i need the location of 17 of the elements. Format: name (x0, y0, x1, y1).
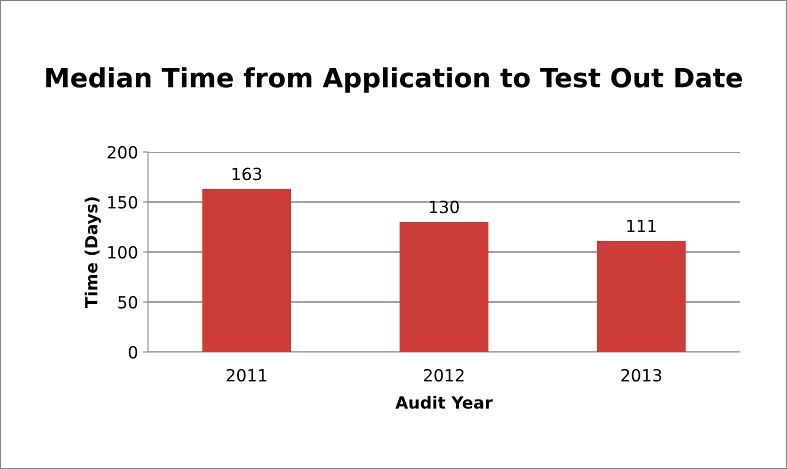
data-label: 111 (627, 220, 656, 232)
x-tick-label: 2011 (226, 368, 266, 382)
bar (202, 189, 292, 352)
y-tick-label: 0 (128, 346, 138, 359)
y-tick-label: 50 (118, 296, 138, 309)
bar (596, 241, 686, 352)
x-tick-label: 2013 (621, 368, 662, 382)
y-tick-label: 100 (108, 246, 138, 259)
chart-title: Median Time from Application to Test Out Date (46, 67, 742, 93)
data-label: 130 (430, 200, 459, 214)
data-label: 163 (232, 168, 262, 180)
y-tick-label: 150 (108, 196, 138, 209)
x-tick-label: 2012 (424, 368, 464, 382)
bar (400, 222, 488, 352)
y-tick-label: 200 (108, 146, 138, 159)
x-axis-title: Audit Year (395, 396, 493, 409)
y-axis-title: Time (Days) (84, 197, 101, 308)
